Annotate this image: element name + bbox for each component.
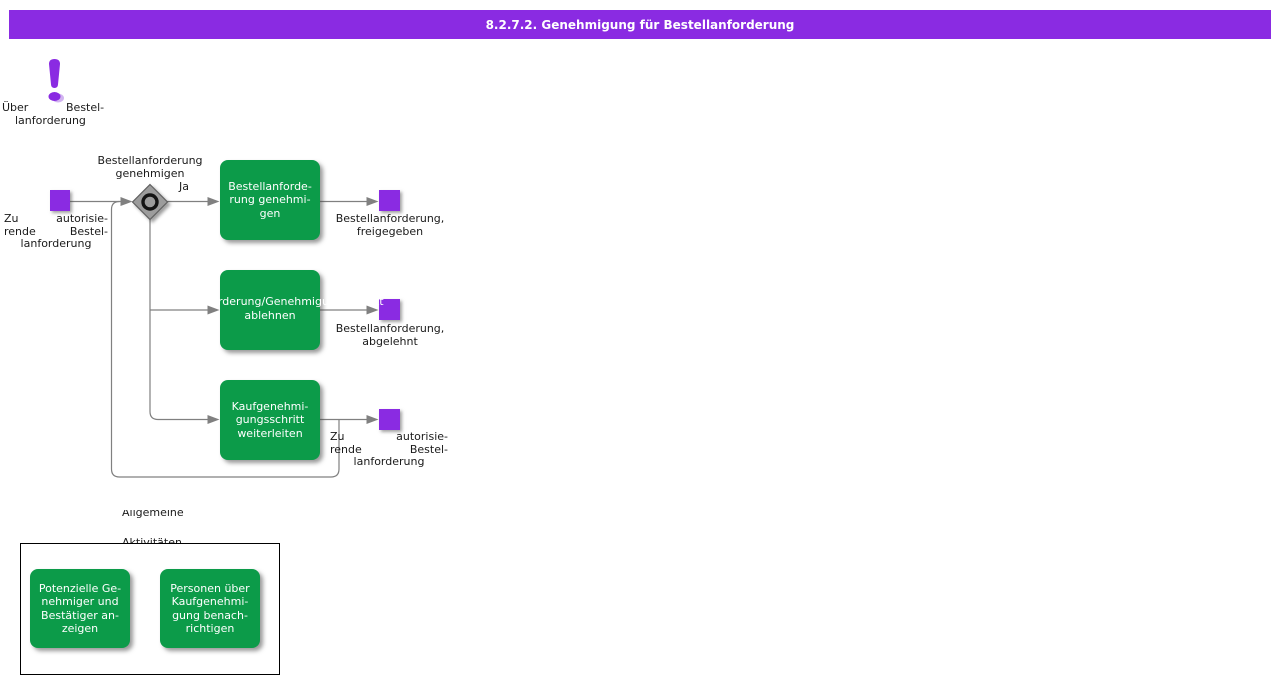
task-approve-requisition[interactable]: Bestellanforde- rung genehmi- gen — [220, 160, 320, 240]
end-event-rejected-label: Bestellanforderung, abgelehnt — [335, 322, 445, 348]
gateway-label: Bestellanforderung genehmigen — [97, 154, 203, 180]
flow-arrowheads — [120, 197, 379, 424]
gateway-diamond[interactable] — [131, 183, 169, 221]
diagram-title: 8.2.7.2. Genehmigung für Bestellanforder… — [485, 17, 795, 32]
general-activities-group-frame — [20, 543, 280, 675]
task-forward-approval-step[interactable]: Kaufgenehmi- gungsschritt weiterleiten — [220, 380, 320, 460]
task-approve-label: Bestellanforde- rung genehmi- gen — [228, 179, 312, 220]
end-event-to-authorize-label: Zu autorisie- rende Bestel- lanforderung — [330, 430, 448, 468]
exclamation-icon — [48, 59, 64, 103]
note-label-right: Bestel- — [66, 101, 105, 114]
task-forward-label: Kaufgenehmi- gungsschritt weiterleiten — [231, 399, 309, 440]
task-reject-requisition[interactable] — [220, 270, 320, 350]
note-label-left: Über — [2, 101, 29, 114]
end-event-approved-label: Bestellanforderung, freigegeben — [335, 212, 445, 238]
task-show-potential-approvers[interactable]: Potenzielle Ge- nehmiger und Bestätiger … — [30, 569, 130, 648]
end-event-to-authorize-square[interactable] — [379, 409, 400, 430]
end-event-approved-square[interactable] — [379, 190, 400, 211]
start-event-label: Zu autorisie- rende Bestel- lanforderung — [4, 212, 108, 250]
task-notify-persons-label: Personen über Kaufgenehmi- gung benach- … — [170, 581, 250, 636]
end-event-rejected-square[interactable] — [379, 299, 400, 320]
task-notify-persons[interactable]: Personen über Kaufgenehmi- gung benach- … — [160, 569, 260, 648]
note-label-bottom: lanforderung — [15, 114, 86, 127]
task-show-potential-approvers-label: Potenzielle Ge- nehmiger und Bestätiger … — [38, 581, 122, 636]
diagram-title-bar: 8.2.7.2. Genehmigung für Bestellanforder… — [9, 10, 1271, 39]
general-activities-label-top: Allgemeine — [122, 510, 184, 519]
yes-branch-label: Ja — [179, 180, 189, 193]
start-event-square[interactable] — [50, 190, 70, 211]
flow-lines — [70, 200, 367, 478]
general-activities-label-bottom: Aktivitäten — [122, 536, 182, 543]
